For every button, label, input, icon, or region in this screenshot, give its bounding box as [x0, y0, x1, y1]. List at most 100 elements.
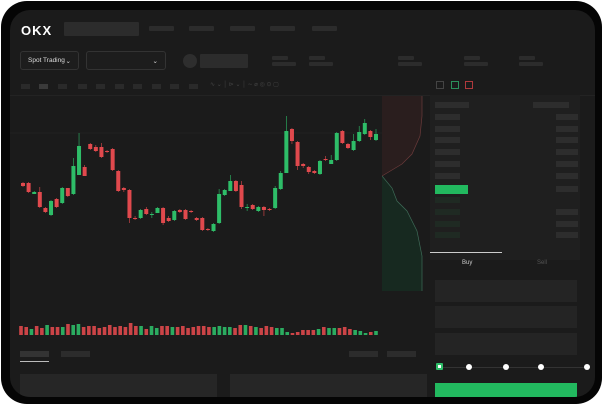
volume-bar [107, 325, 112, 335]
interval-button[interactable] [170, 84, 179, 89]
orderbook-price [435, 137, 460, 143]
volume-bar [301, 330, 305, 335]
volume-bar [181, 326, 185, 335]
volume-bar [29, 329, 34, 335]
volume-bar [102, 327, 107, 335]
nav-item[interactable] [230, 26, 255, 31]
orderbook-price [435, 149, 460, 155]
candle-body [345, 144, 350, 148]
volume-bar [191, 327, 196, 335]
candle-body [256, 207, 261, 211]
candle-body [161, 208, 166, 223]
candle-body [351, 141, 356, 150]
volume-bar [144, 329, 149, 335]
okx-logo: OKX [21, 23, 53, 38]
volume-bar [374, 331, 378, 335]
volume-bar [332, 328, 337, 335]
tab-buy[interactable]: Buy [462, 260, 473, 266]
candle-body [211, 224, 216, 231]
candle-body [295, 142, 300, 166]
orderbook-price [435, 209, 460, 215]
orderbook-price [435, 197, 460, 203]
candle-body [149, 214, 154, 215]
volume-bar [269, 327, 274, 335]
volume-bar [295, 332, 300, 335]
orderbook-amount [556, 173, 578, 179]
interval-button[interactable] [78, 84, 87, 89]
candle-body [200, 218, 205, 230]
nav-item[interactable] [312, 26, 337, 31]
candle-body [334, 133, 339, 160]
candle-body [278, 173, 283, 189]
orderbook-bids-icon[interactable] [451, 81, 459, 89]
slider-mark-100[interactable] [584, 364, 590, 370]
candle-body [289, 129, 294, 141]
volume-bar [275, 328, 279, 335]
volume-bar [118, 326, 122, 335]
candle-body [166, 218, 171, 221]
total-input[interactable] [435, 333, 577, 355]
tab-order-history[interactable] [61, 351, 90, 357]
interval-button[interactable] [115, 84, 124, 89]
candle-body [189, 211, 194, 212]
stat-value [519, 62, 543, 66]
volume-bar [285, 332, 290, 335]
candle-body [77, 146, 82, 175]
amount-input[interactable] [435, 306, 577, 328]
stat-label [272, 56, 288, 60]
candle-body [93, 147, 98, 151]
volume-bar [60, 327, 65, 335]
candle-body [32, 192, 37, 194]
orderbook-amount [556, 126, 578, 132]
coin-icon [183, 54, 197, 68]
interval-button[interactable] [96, 84, 105, 89]
candlestick-chart[interactable] [10, 95, 430, 340]
interval-button[interactable] [189, 84, 198, 89]
buy-submit-button[interactable] [435, 383, 577, 397]
chart-tools-icons[interactable]: ∿ ⌄ │ ⊳ ⌄ │ ∼ ⌀ ◎ ⊙ ▢ [210, 82, 279, 88]
candle-body [374, 134, 378, 140]
volume-bar [97, 328, 102, 335]
filter-button[interactable] [387, 351, 416, 357]
slider-mark-50[interactable] [503, 364, 509, 370]
market-selector[interactable]: Spot Trading ⌄ [20, 51, 79, 70]
search-bar[interactable] [64, 22, 139, 36]
orderbook-amount [556, 137, 578, 143]
orderbook-price [435, 126, 460, 132]
orderbook-both-icon[interactable] [436, 81, 444, 89]
interval-button[interactable] [133, 84, 142, 89]
volume-bar [165, 326, 169, 335]
interval-button[interactable] [21, 84, 30, 89]
interval-button[interactable] [58, 84, 67, 89]
candle-body [105, 151, 110, 152]
nav-item[interactable] [270, 26, 295, 31]
nav-item[interactable] [149, 26, 174, 31]
amount-slider-handle[interactable] [436, 363, 443, 370]
candle-body [239, 185, 244, 207]
nav-item[interactable] [189, 26, 214, 31]
slider-mark-25[interactable] [466, 364, 472, 370]
volume-bar [264, 326, 269, 335]
volume-bar [45, 325, 49, 335]
volume-bar [81, 327, 86, 335]
interval-button[interactable] [152, 84, 161, 89]
candle-body [43, 208, 48, 212]
tab-sell[interactable]: Sell [537, 260, 548, 266]
depth-bids-line [382, 175, 423, 291]
pair-selector[interactable]: ⌄ [86, 51, 166, 70]
orderbook-asks-icon[interactable] [465, 81, 473, 89]
volume-bar [212, 327, 216, 335]
candle-body [82, 167, 87, 176]
price-input[interactable] [435, 280, 577, 302]
amount-slider-track[interactable] [439, 367, 589, 368]
tab-open-orders[interactable] [20, 351, 49, 357]
volume-bar [76, 324, 81, 335]
divider [10, 95, 595, 96]
stat-label [309, 56, 325, 60]
volume-bar [342, 327, 347, 335]
filter-button[interactable] [349, 351, 378, 357]
interval-button-active[interactable] [39, 84, 48, 89]
depth-asks-line [382, 96, 423, 177]
orderbook-price [435, 114, 460, 120]
slider-mark-75[interactable] [538, 364, 544, 370]
